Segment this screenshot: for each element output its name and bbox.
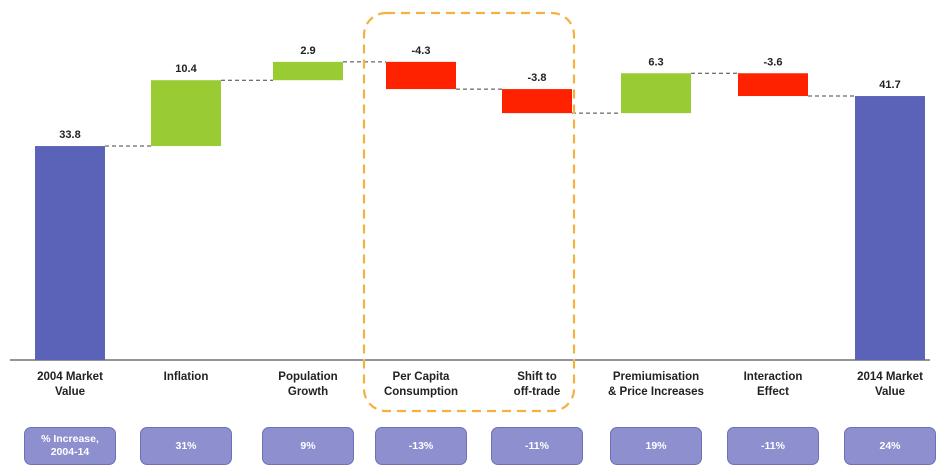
percent-increase-badge: 9% — [262, 427, 354, 465]
bar-2 — [151, 80, 221, 147]
bar-5 — [502, 89, 572, 114]
bar-1 — [35, 146, 105, 360]
value-label: -3.6 — [764, 56, 783, 68]
category-label: Inflation — [163, 371, 209, 383]
bar-8 — [855, 96, 925, 360]
category-label: 2014 Market Value — [857, 371, 923, 398]
category-label: Shift to off-trade — [513, 371, 561, 398]
percent-increase-badge: -13% — [375, 427, 467, 465]
category-label: Premiumisation & Price Increases — [608, 371, 704, 398]
bar-6 — [621, 73, 691, 114]
value-label: 2.9 — [300, 45, 315, 57]
category-label: Interaction Effect — [743, 371, 803, 398]
bar-4 — [386, 61, 456, 90]
bar-3 — [273, 61, 343, 81]
category-label: 2004 Market Value — [37, 371, 103, 398]
value-label: -4.3 — [412, 45, 431, 57]
percent-increase-badge: 24% — [844, 427, 936, 465]
percent-increase-badge: 19% — [610, 427, 702, 465]
category-label: Population Growth — [278, 371, 338, 398]
value-label: 6.3 — [648, 56, 663, 68]
percent-increase-badge: -11% — [727, 427, 819, 465]
bar-7 — [738, 73, 808, 97]
value-label: 33.8 — [59, 129, 80, 141]
category-label: Per Capita Consumption — [383, 371, 459, 398]
value-label: 10.4 — [175, 63, 197, 75]
highlight-box — [362, 11, 576, 413]
percent-increase-badge: -11% — [491, 427, 583, 465]
percent-row-header: % Increase, 2004-14 — [24, 427, 116, 465]
percent-increase-badge: 31% — [140, 427, 232, 465]
value-label: -3.8 — [528, 72, 547, 84]
value-label: 41.7 — [879, 79, 900, 91]
